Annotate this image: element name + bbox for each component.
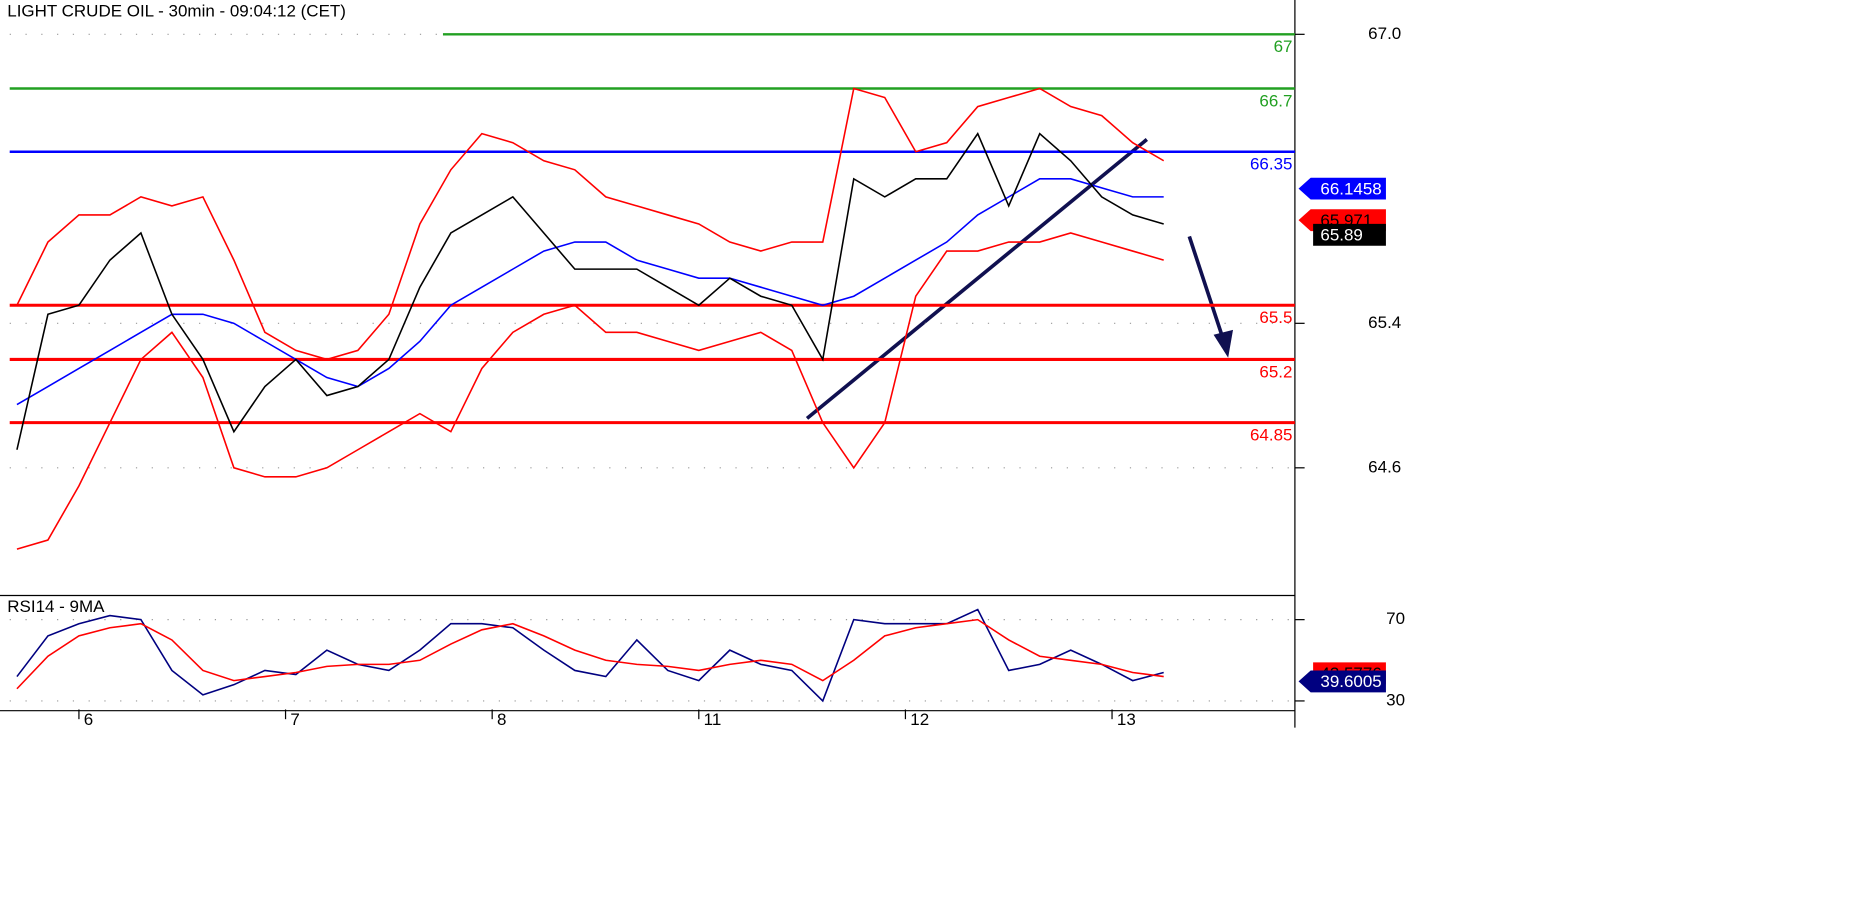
level-label: 64.85 (1250, 425, 1292, 444)
value-label: 39.6005 (1320, 672, 1381, 691)
y-tick-label: 64.6 (1368, 457, 1401, 476)
x-tick-label: 11 (704, 710, 722, 729)
y-tick-label: 65.4 (1368, 313, 1401, 332)
level-label: 66.7 (1259, 91, 1292, 110)
x-tick-label: 7 (290, 710, 299, 729)
x-tick-label: 12 (910, 710, 929, 729)
rsi-line (16, 608, 1164, 703)
level-label: 65.2 (1259, 362, 1292, 381)
y-tick-label: 70 (1386, 609, 1405, 628)
chart-title: LIGHT CRUDE OIL - 30min - 09:04:12 (CET) (7, 2, 346, 21)
value-box (1313, 223, 1386, 246)
price-line (16, 87, 1165, 361)
x-tick-label: 8 (497, 710, 506, 729)
arrow-head (1213, 329, 1234, 358)
x-tick-label: 13 (1117, 710, 1136, 729)
level-label: 67 (1274, 37, 1293, 56)
rsi-line (16, 618, 1164, 690)
rsi-title: RSI14 - 9MA (7, 597, 105, 616)
level-label: 65.5 (1259, 308, 1292, 327)
value-label: 65.89 (1320, 226, 1362, 245)
trend-line (805, 138, 1149, 420)
y-tick-label: 30 (1386, 690, 1405, 709)
y-tick-label: 67.0 (1368, 24, 1401, 43)
value-label: 66.1458 (1320, 179, 1381, 198)
price-line (16, 178, 1164, 406)
price-line (16, 132, 1164, 450)
x-tick-label: 6 (84, 710, 93, 729)
value-box (1298, 177, 1386, 200)
price-line (16, 232, 1164, 550)
arrow-shaft (1187, 235, 1226, 341)
level-label: 66.35 (1250, 155, 1292, 174)
value-box (1298, 670, 1386, 693)
